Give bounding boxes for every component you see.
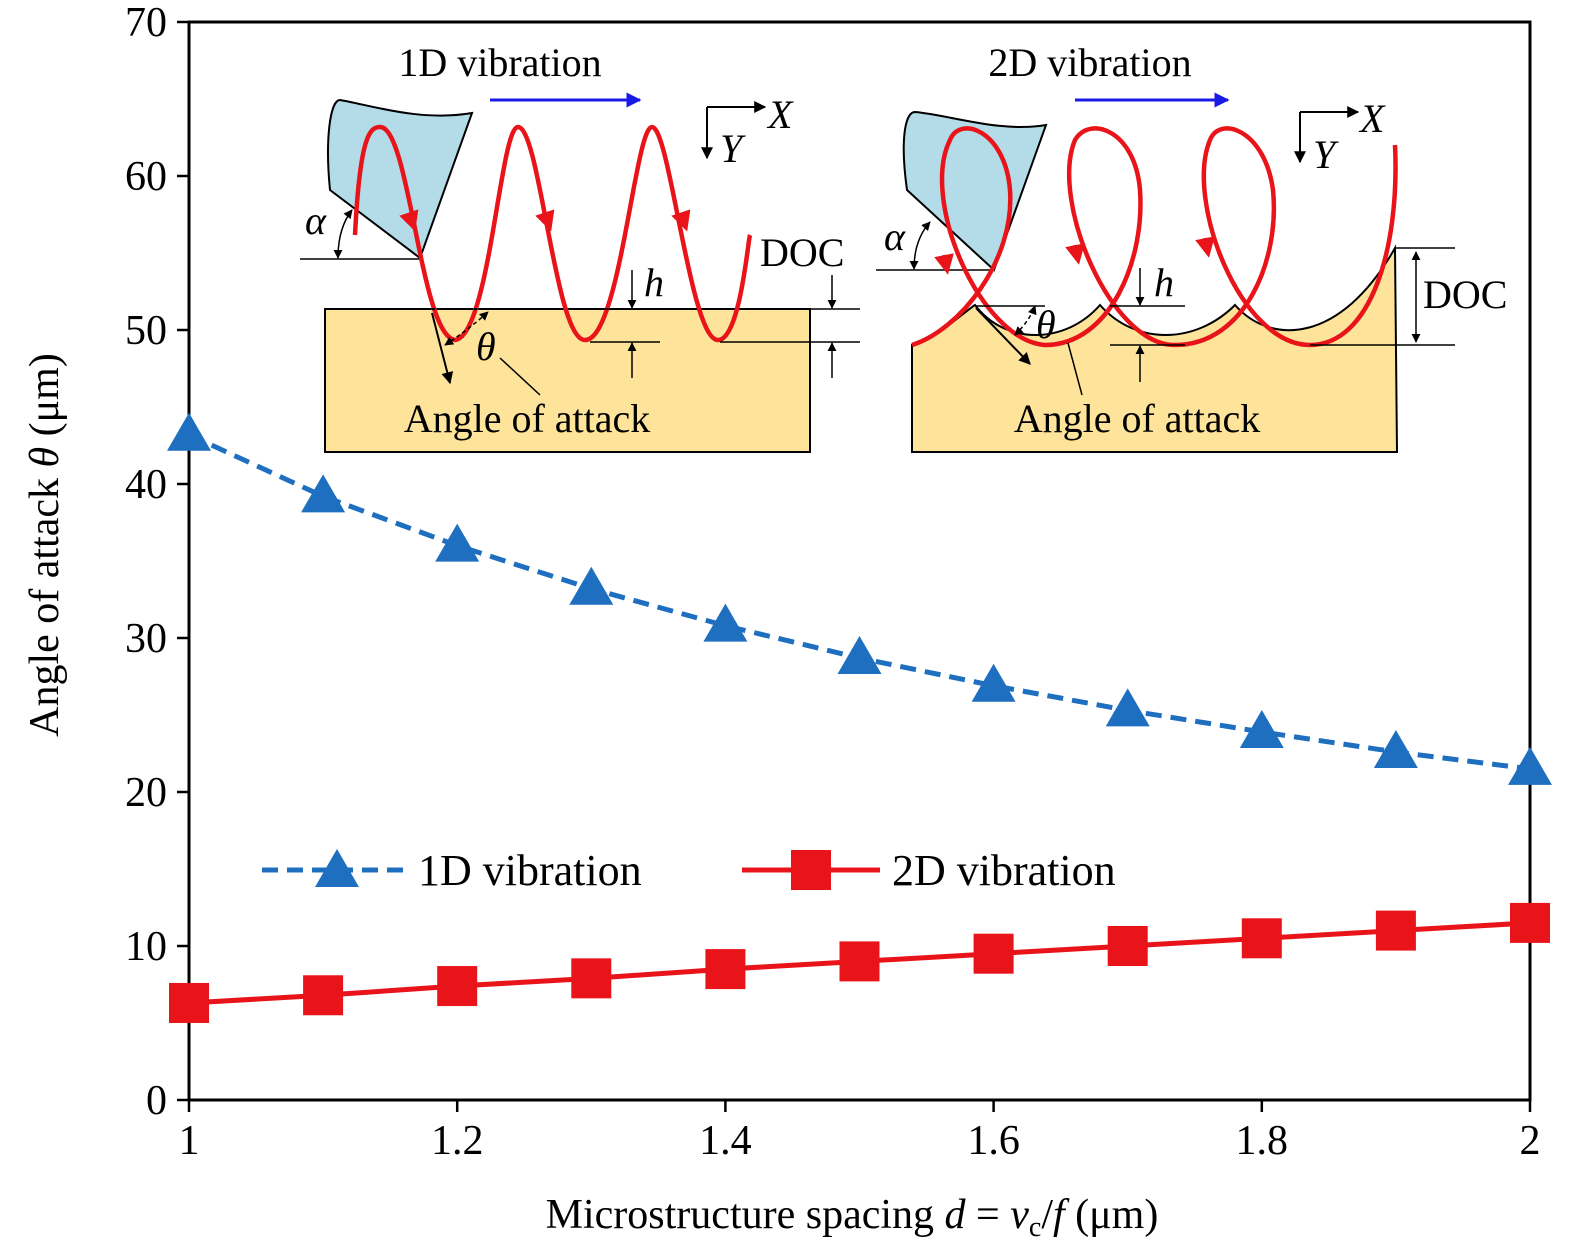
x-tick-label: 1.2 [431, 1118, 484, 1164]
data-point-2d [839, 941, 880, 982]
data-point-1d [1239, 709, 1284, 748]
x-tick-label: 2 [1520, 1118, 1541, 1164]
inset-title-2d: 2D vibration [988, 40, 1191, 85]
y-tick-label: 30 [125, 616, 167, 662]
alpha-label-1d: α [305, 198, 327, 243]
plot-area [187, 20, 1532, 1102]
series-layer [167, 412, 1552, 1023]
legend-marker-2d [791, 850, 831, 890]
h-label-2d: h [1154, 260, 1174, 305]
y-tick-label: 20 [125, 770, 167, 816]
data-point-2d [1510, 902, 1550, 943]
path-direction-arrow [535, 209, 555, 232]
data-point-1d [1373, 729, 1418, 768]
y-axis-label-2d: Y [1313, 132, 1339, 177]
tool-path-2d [911, 126, 1398, 348]
doc-label-1d: DOC [760, 230, 844, 275]
y-axis-label-1d: Y [720, 126, 746, 171]
inset-2d-vibration: 2D vibration X Y α θ Angle of attack h D… [876, 40, 1507, 453]
h-label-1d: h [644, 260, 664, 305]
data-point-1d [971, 663, 1016, 702]
y-tick-label: 10 [125, 924, 167, 970]
x-axis-title: Microstructure spacing d = vc/f (μm) [546, 1192, 1159, 1243]
data-point-2d [1375, 910, 1416, 951]
alpha-arc-1d [333, 209, 353, 259]
path-direction-arrow [399, 209, 419, 232]
y-tick-label: 0 [146, 1078, 167, 1124]
legend-marker-1d [315, 849, 359, 887]
annotation-2d: Angle of attack [1014, 396, 1261, 441]
x-axis-label-1d: X [766, 92, 794, 137]
data-point-2d [303, 975, 344, 1016]
data-point-1d [301, 474, 346, 513]
legend: 1D vibration 2D vibration [262, 846, 1116, 895]
data-point-2d [1241, 918, 1282, 959]
y-tick-label: 50 [125, 308, 167, 354]
legend-label-2d: 2D vibration [892, 846, 1116, 895]
data-point-1d [1105, 688, 1150, 727]
tool-2d [902, 110, 1048, 272]
series-line-1d [187, 432, 1531, 772]
attack-arrow-1d [431, 312, 454, 385]
theta-arc-2d [1014, 305, 1037, 336]
axes-icon-1d: X Y [701, 92, 794, 171]
theta-arc-1d [444, 311, 489, 346]
axis-ticks: 0 10 20 30 40 50 60 70 1 1.2 1.4 1.6 1.8 2 [125, 0, 1541, 1164]
data-point-2d [169, 982, 209, 1023]
y-axis-title: Angle of attack θ (μm) [22, 353, 68, 737]
alpha-label-2d: α [884, 214, 906, 259]
axes-icon-2d: X Y [1294, 96, 1386, 177]
doc-label-2d: DOC [1423, 272, 1507, 317]
data-point-1d [569, 566, 614, 605]
data-point-1d [1508, 746, 1552, 785]
tool-1d [327, 98, 474, 260]
theta-label-1d: θ [476, 324, 496, 369]
attack-arrow-2d [975, 307, 1031, 365]
x-tick-label: 1.4 [699, 1118, 752, 1164]
annotation-1d: Angle of attack [404, 396, 651, 441]
x-tick-label: 1.8 [1236, 1118, 1289, 1164]
x-axis-label-2d: X [1358, 96, 1386, 141]
path-direction-arrow [671, 209, 691, 232]
data-point-1d [167, 412, 211, 451]
y-tick-label: 40 [125, 462, 167, 508]
x-tick-label: 1 [179, 1118, 200, 1164]
annotation-leader-1d [499, 357, 541, 396]
x-tick-label: 1.6 [967, 1118, 1020, 1164]
data-point-2d [571, 958, 612, 999]
data-point-2d [437, 966, 478, 1007]
data-point-1d [435, 523, 480, 562]
y-tick-label: 60 [125, 154, 167, 200]
data-point-2d [973, 933, 1014, 974]
data-point-1d [837, 636, 882, 675]
data-point-1d [703, 603, 748, 642]
inset-1d-vibration: 1D vibration X Y α θ Angle of attack h D… [300, 40, 860, 453]
theta-label-2d: θ [1036, 302, 1056, 347]
annotation-leader-2d [1067, 342, 1083, 396]
legend-label-1d: 1D vibration [418, 846, 642, 895]
data-point-2d [705, 949, 746, 990]
inset-title-1d: 1D vibration [398, 40, 601, 85]
y-tick-label: 70 [125, 0, 167, 46]
data-point-2d [1107, 926, 1148, 966]
alpha-arc-2d [909, 221, 931, 270]
tool-path-1d [352, 124, 753, 343]
